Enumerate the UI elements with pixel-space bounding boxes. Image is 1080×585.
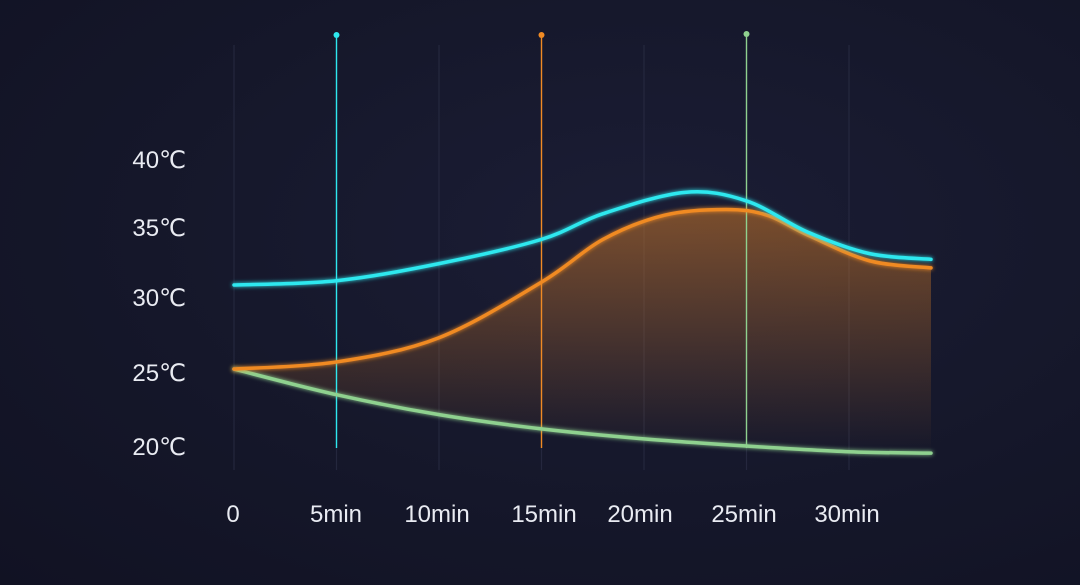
y-tick-label: 20℃ xyxy=(132,434,186,461)
marker-dot xyxy=(743,31,750,37)
y-tick-label: 30℃ xyxy=(132,285,186,312)
x-tick-label: 25min xyxy=(711,501,776,528)
marker-lines xyxy=(333,31,750,448)
area-fill xyxy=(234,209,931,454)
series-line xyxy=(232,367,933,455)
marker-dot xyxy=(333,32,340,38)
marker-dot xyxy=(538,32,545,38)
y-axis-ticks: 40℃ 35℃ 30℃ 25℃ 20℃ xyxy=(132,147,186,461)
x-axis-ticks: 0 5min 10min 15min 20min 25min 30min xyxy=(226,501,879,528)
series-line xyxy=(232,207,933,371)
y-tick-label: 40℃ xyxy=(132,147,186,174)
x-tick-label: 20min xyxy=(607,501,672,528)
x-tick-label: 10min xyxy=(404,501,469,528)
orange-area xyxy=(234,209,931,454)
y-tick-label: 25℃ xyxy=(132,360,186,387)
x-tick-label: 30min xyxy=(814,501,879,528)
x-tick-label: 0 xyxy=(226,501,239,528)
series-line xyxy=(232,190,933,287)
x-tick-label: 5min xyxy=(310,501,362,528)
y-tick-label: 35℃ xyxy=(132,215,186,242)
x-tick-label: 15min xyxy=(511,501,576,528)
series-lines xyxy=(232,190,933,455)
